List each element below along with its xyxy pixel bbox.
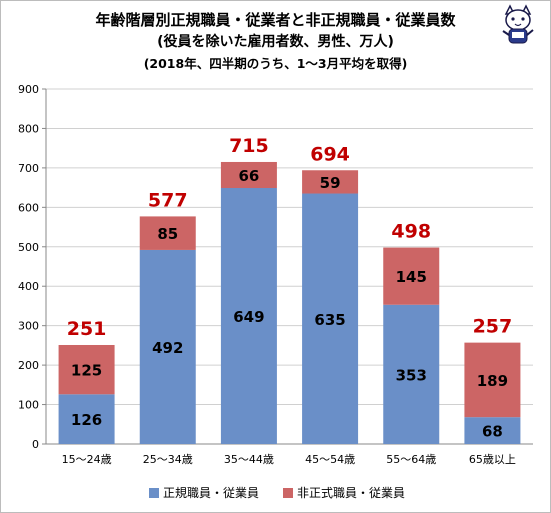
- data-label-total: 257: [473, 316, 513, 338]
- chart-subtitle: (役員を除いた雇用者数、男性、万人): [157, 34, 394, 50]
- legend-item-regular: 正規職員・従業員: [149, 484, 259, 501]
- x-tick-label: 35～44歳: [224, 453, 274, 466]
- data-label-total: 251: [67, 318, 107, 340]
- data-label-total: 694: [310, 143, 350, 165]
- y-tick-label: 100: [18, 399, 39, 412]
- x-tick-label: 65歳以上: [469, 453, 516, 466]
- cat-mascot-icon: [502, 4, 534, 44]
- legend-label-nonregular: 非正式職員・従業員: [297, 486, 406, 500]
- data-label-regular: 649: [233, 308, 264, 326]
- y-tick-label: 500: [18, 241, 39, 254]
- y-tick-label: 700: [18, 162, 39, 175]
- chart-subtitle-2: (2018年、四半期のうち、1～3月平均を取得): [143, 56, 408, 71]
- y-tick-label: 400: [18, 280, 39, 293]
- legend-swatch-nonregular: [283, 487, 293, 498]
- bar-nonregular: [58, 344, 115, 395]
- grid-lines: [46, 88, 533, 406]
- y-tick-label: 800: [18, 122, 39, 135]
- bar-nonregular: [383, 247, 440, 305]
- bar-nonregular: [139, 216, 196, 250]
- bar-nonregular: [220, 161, 277, 189]
- x-tick-label: 55～64歳: [386, 453, 436, 466]
- bar-regular: [464, 417, 521, 444]
- x-tick-label: 25～34歳: [143, 453, 193, 466]
- legend-swatch-regular: [149, 487, 159, 498]
- bar-regular: [383, 304, 440, 444]
- data-label-nonregular: 145: [396, 268, 427, 286]
- data-label-nonregular: 59: [320, 174, 341, 192]
- axes: 0 100 200 300 400 500 600 700 800 900 15～24歳 25～34歳…: [18, 83, 533, 466]
- y-tick-label: 900: [18, 83, 39, 96]
- data-label-regular: 635: [314, 311, 345, 329]
- legend-item-nonregular: 非正式職員・従業員: [283, 484, 405, 501]
- data-labels: 126 125 251 492 85 577 649 66 715 635 59 694 353 145 4…: [67, 135, 513, 441]
- bar-regular: [139, 249, 196, 444]
- x-tick-label: 45～54歳: [305, 453, 355, 466]
- y-tick-label: 600: [18, 201, 39, 214]
- data-label-nonregular: 66: [238, 167, 259, 185]
- bar-nonregular: [302, 170, 359, 194]
- data-label-nonregular: 125: [71, 362, 102, 380]
- data-label-total: 577: [148, 189, 188, 211]
- bar-regular: [58, 394, 115, 444]
- bar-regular: [220, 188, 277, 444]
- data-label-nonregular: 189: [477, 372, 508, 390]
- y-tick-label: 300: [18, 320, 39, 333]
- y-tick-label: 200: [18, 359, 39, 372]
- data-label-total: 715: [229, 135, 269, 157]
- data-label-nonregular: 85: [157, 225, 178, 243]
- bar-regular: [302, 193, 359, 444]
- data-label-total: 498: [391, 221, 431, 243]
- data-label-regular: 492: [152, 339, 183, 357]
- data-label-regular: 126: [71, 411, 102, 429]
- bars: [58, 161, 521, 444]
- legend-label-regular: 正規職員・従業員: [163, 486, 260, 500]
- chart-title: 年齢階層別正規職員・従業者と非正規職員・従業員数: [95, 11, 456, 29]
- data-label-regular: 353: [396, 366, 427, 384]
- y-tick-label: 0: [32, 438, 39, 451]
- bar-nonregular: [464, 342, 521, 418]
- x-tick-label: 15～24歳: [62, 453, 112, 466]
- data-label-regular: 68: [482, 423, 503, 441]
